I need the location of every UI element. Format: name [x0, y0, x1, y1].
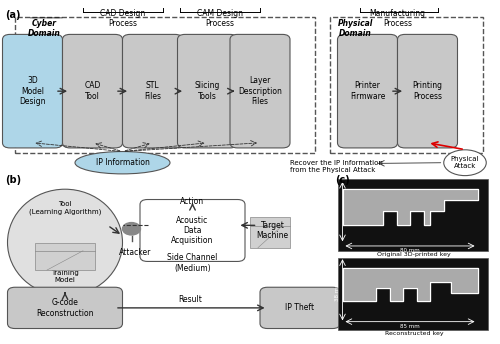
Text: Cyber
Domain: Cyber Domain [28, 19, 60, 38]
Text: Original 3D-printed key: Original 3D-printed key [377, 252, 451, 257]
Bar [330, 17, 482, 153]
FancyBboxPatch shape [8, 287, 122, 329]
Bar [250, 217, 290, 248]
Text: Acoustic
Data
Acquisition: Acoustic Data Acquisition [172, 216, 213, 245]
Text: Target
Machine: Target Machine [256, 221, 288, 240]
Text: Manufacturing
Process: Manufacturing Process [370, 9, 426, 28]
Text: (b): (b) [5, 175, 21, 185]
Text: CAM Design
Process: CAM Design Process [197, 9, 243, 28]
FancyBboxPatch shape [230, 34, 290, 148]
FancyBboxPatch shape [178, 34, 238, 148]
Text: Slicing
Tools: Slicing Tools [195, 82, 220, 101]
Bar [338, 258, 488, 330]
Text: Attacker: Attacker [119, 248, 151, 257]
Circle shape [122, 223, 140, 235]
Text: 80 mm: 80 mm [400, 248, 420, 254]
FancyBboxPatch shape [122, 34, 182, 148]
FancyBboxPatch shape [398, 34, 458, 148]
Text: Layer
Description
Files: Layer Description Files [238, 76, 282, 106]
Text: IP Information: IP Information [96, 158, 150, 167]
Text: Result: Result [178, 295, 202, 304]
Text: CAD
Tool: CAD Tool [84, 82, 100, 101]
Text: CAD Design
Process: CAD Design Process [100, 9, 145, 28]
Text: IP Theft: IP Theft [286, 303, 314, 312]
Bar [338, 179, 488, 251]
FancyBboxPatch shape [338, 34, 398, 148]
Text: Printing
Process: Printing Process [412, 82, 442, 101]
Text: 38 mm: 38 mm [335, 281, 340, 301]
FancyBboxPatch shape [2, 34, 62, 148]
Text: G-code
Reconstruction: G-code Reconstruction [36, 298, 94, 318]
FancyBboxPatch shape [140, 200, 245, 261]
Text: Printer
Firmware: Printer Firmware [350, 82, 385, 101]
Text: Reconstructed key: Reconstructed key [384, 331, 444, 336]
Ellipse shape [8, 189, 122, 296]
FancyBboxPatch shape [62, 34, 122, 148]
Text: Tool
(Learning Algorithm): Tool (Learning Algorithm) [29, 201, 101, 215]
Text: Recover the IP Information
from the Physical Attack: Recover the IP Information from the Phys… [290, 160, 383, 173]
Text: STL
Files: STL Files [144, 82, 161, 101]
Ellipse shape [75, 151, 170, 174]
Text: Physical
Attack: Physical Attack [451, 156, 479, 169]
Bar [35, 243, 95, 270]
Text: Action: Action [180, 197, 204, 206]
Text: Side Channel
(Medium): Side Channel (Medium) [168, 254, 218, 273]
Text: Training
Model: Training Model [51, 270, 79, 283]
Polygon shape [342, 268, 477, 301]
Text: 40 mm: 40 mm [335, 202, 340, 222]
Text: (c): (c) [335, 175, 350, 185]
Text: 85 mm: 85 mm [400, 324, 420, 330]
Text: Physical
Domain: Physical Domain [338, 19, 373, 38]
Text: (a): (a) [5, 10, 20, 20]
Ellipse shape [444, 150, 486, 175]
Polygon shape [342, 189, 477, 225]
Bar [15, 17, 315, 153]
Text: 3D
Model
Design: 3D Model Design [19, 76, 46, 106]
FancyBboxPatch shape [260, 287, 340, 329]
